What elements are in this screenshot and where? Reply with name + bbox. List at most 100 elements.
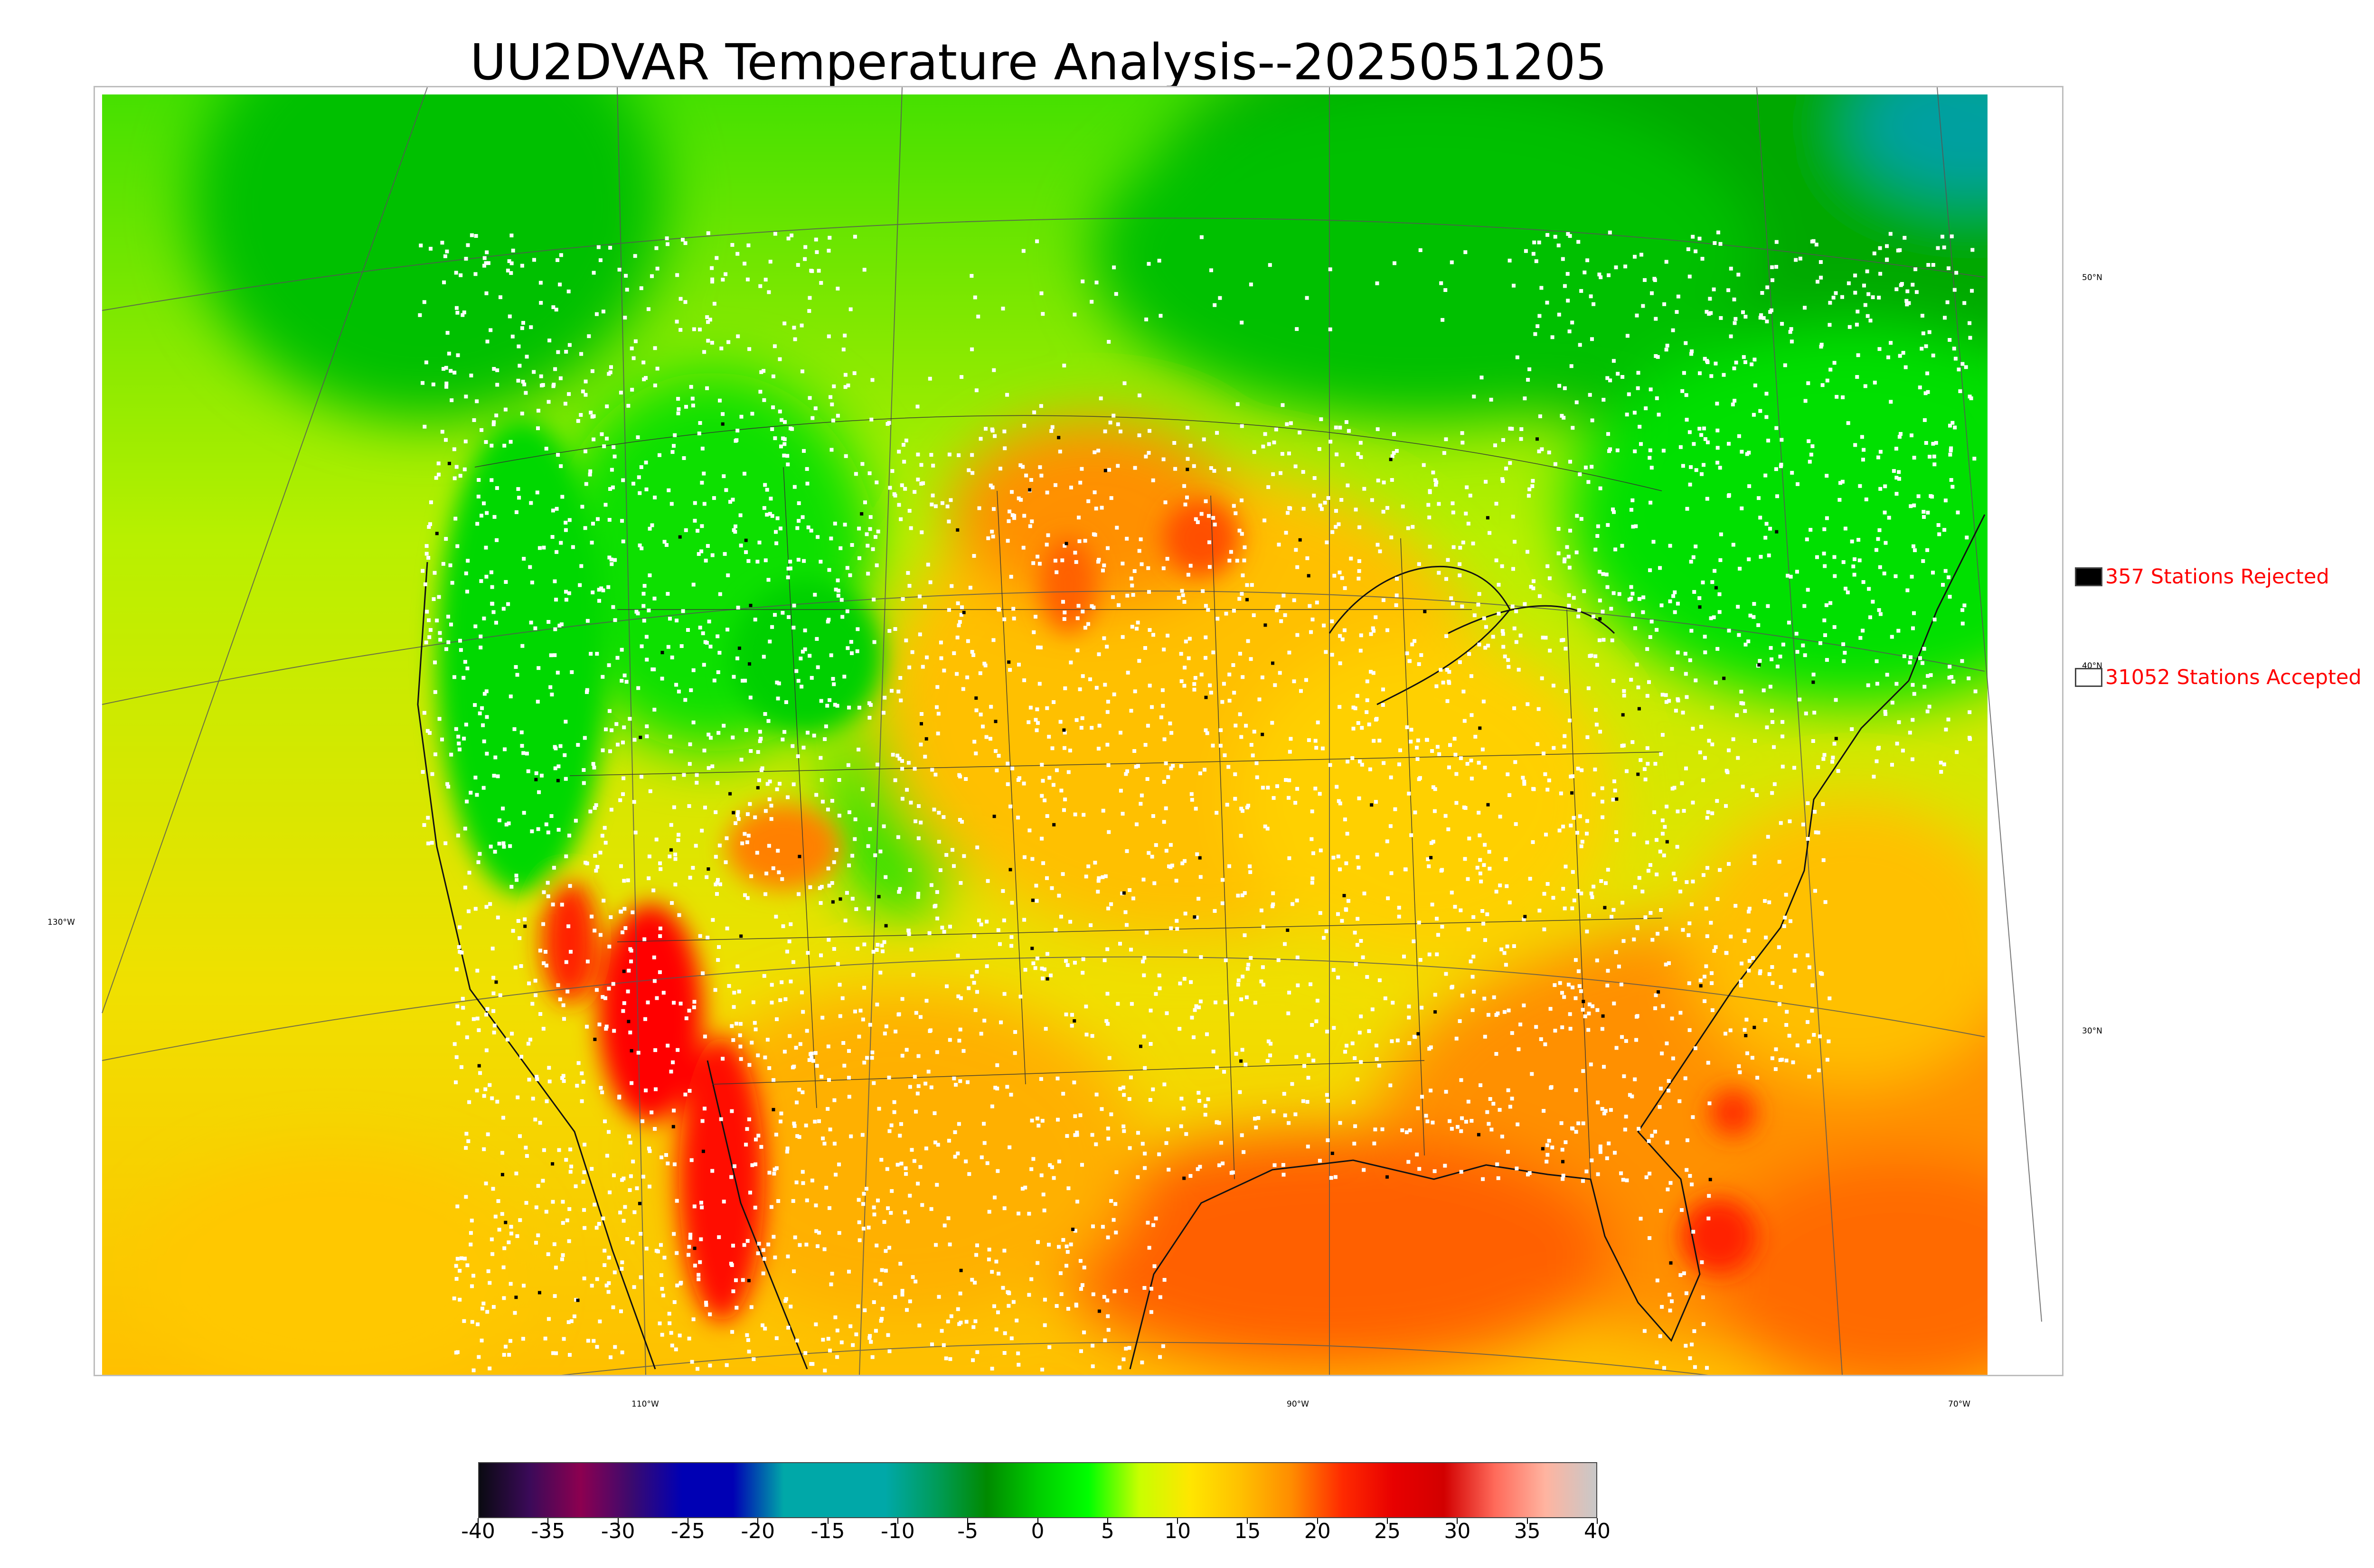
rejected-station-marker xyxy=(884,924,888,928)
accepted-station-marker xyxy=(678,1002,683,1005)
accepted-station-marker xyxy=(1143,1066,1147,1070)
accepted-station-marker xyxy=(843,523,847,527)
accepted-station-marker xyxy=(622,1219,626,1223)
accepted-station-marker xyxy=(1511,567,1515,571)
accepted-station-marker xyxy=(1522,917,1526,921)
accepted-station-marker xyxy=(553,367,557,371)
accepted-station-marker xyxy=(1133,689,1137,694)
rejected-station-marker xyxy=(678,535,682,539)
accepted-station-marker xyxy=(1924,441,1928,445)
accepted-station-marker xyxy=(1642,1329,1647,1333)
accepted-station-marker xyxy=(781,436,785,441)
accepted-station-marker xyxy=(1747,968,1751,973)
accepted-station-marker xyxy=(611,605,615,609)
accepted-station-marker xyxy=(1559,1121,1564,1125)
accepted-station-marker xyxy=(1227,558,1232,563)
accepted-station-marker xyxy=(1534,259,1538,263)
accepted-station-marker xyxy=(1678,1273,1683,1277)
accepted-station-marker xyxy=(1261,965,1265,969)
accepted-station-marker xyxy=(1636,371,1640,375)
accepted-station-marker xyxy=(909,526,913,530)
accepted-station-marker xyxy=(1311,851,1315,855)
rejected-station-marker xyxy=(737,647,741,650)
accepted-station-marker xyxy=(833,703,837,707)
accepted-station-marker xyxy=(544,950,547,954)
accepted-station-marker xyxy=(428,522,432,526)
accepted-station-marker xyxy=(1353,1124,1357,1128)
accepted-station-marker xyxy=(1199,955,1203,959)
accepted-station-marker xyxy=(1803,306,1807,310)
accepted-station-marker xyxy=(512,727,517,731)
accepted-station-marker xyxy=(648,1184,651,1189)
accepted-station-marker xyxy=(1129,709,1133,713)
map-panel[interactable] xyxy=(94,86,2063,1376)
accepted-station-marker xyxy=(1486,644,1490,648)
accepted-station-marker xyxy=(689,385,693,389)
colorbar-tick xyxy=(1107,1518,1108,1524)
accepted-station-marker xyxy=(740,841,744,845)
accepted-station-marker xyxy=(1275,784,1279,789)
accepted-station-marker xyxy=(604,1024,609,1029)
accepted-station-marker xyxy=(882,711,886,715)
accepted-station-marker xyxy=(1748,613,1752,618)
accepted-station-marker xyxy=(669,502,674,506)
accepted-station-marker xyxy=(1262,1100,1267,1104)
accepted-station-marker xyxy=(1931,571,1935,575)
accepted-station-marker xyxy=(956,601,960,605)
accepted-station-marker xyxy=(1637,876,1641,880)
accepted-station-marker xyxy=(918,1165,923,1169)
accepted-station-marker xyxy=(1596,524,1600,528)
accepted-station-marker xyxy=(744,550,748,554)
accepted-station-marker xyxy=(590,369,594,373)
accepted-station-marker xyxy=(1901,749,1905,753)
accepted-station-marker xyxy=(906,929,911,932)
accepted-station-marker xyxy=(452,1042,457,1046)
accepted-station-marker xyxy=(857,747,861,751)
temperature-map[interactable] xyxy=(95,87,2062,1375)
accepted-station-marker xyxy=(1357,796,1361,800)
accepted-station-marker xyxy=(847,1076,851,1080)
accepted-station-marker xyxy=(509,1339,512,1343)
accepted-station-marker xyxy=(979,713,983,717)
colorbar-tick-label: 25 xyxy=(1374,1519,1401,1543)
accepted-station-marker xyxy=(1950,485,1955,489)
accepted-station-marker xyxy=(1719,532,1723,536)
accepted-station-marker xyxy=(1081,610,1085,614)
accepted-station-marker xyxy=(1243,891,1247,895)
accepted-station-marker xyxy=(669,1070,673,1074)
accepted-station-marker xyxy=(1001,307,1005,310)
accepted-station-marker xyxy=(1684,1343,1688,1348)
accepted-station-marker xyxy=(1171,764,1175,768)
accepted-station-marker xyxy=(738,1044,743,1049)
accepted-station-marker xyxy=(822,1142,827,1145)
accepted-station-marker xyxy=(1094,1092,1099,1097)
accepted-station-marker xyxy=(993,434,997,438)
accepted-station-marker xyxy=(750,412,754,416)
accepted-station-marker xyxy=(1149,1042,1153,1046)
accepted-station-marker xyxy=(1841,642,1846,647)
accepted-station-marker xyxy=(1564,647,1568,651)
accepted-station-marker xyxy=(1542,1109,1546,1113)
accepted-station-marker xyxy=(868,515,873,519)
accepted-station-marker xyxy=(810,1178,814,1183)
accepted-station-marker xyxy=(1930,495,1934,499)
accepted-station-marker xyxy=(596,517,600,521)
accepted-station-marker xyxy=(684,404,688,409)
accepted-station-marker xyxy=(486,261,490,265)
accepted-station-marker xyxy=(1791,1060,1795,1064)
accepted-station-marker xyxy=(582,1170,586,1174)
accepted-station-marker xyxy=(1035,728,1039,732)
accepted-station-marker xyxy=(710,341,714,345)
accepted-station-marker xyxy=(679,644,684,648)
accepted-station-marker xyxy=(906,1220,910,1223)
accepted-station-marker xyxy=(1633,449,1637,453)
accepted-station-marker xyxy=(1583,270,1587,274)
accepted-station-marker xyxy=(1180,589,1184,593)
accepted-station-marker xyxy=(1137,659,1141,663)
accepted-station-marker xyxy=(936,732,940,736)
accepted-station-marker xyxy=(817,1230,821,1235)
rejected-station-marker xyxy=(639,735,642,739)
accepted-station-marker xyxy=(424,360,428,365)
accepted-station-marker xyxy=(966,1080,970,1084)
accepted-station-marker xyxy=(1825,1058,1829,1062)
